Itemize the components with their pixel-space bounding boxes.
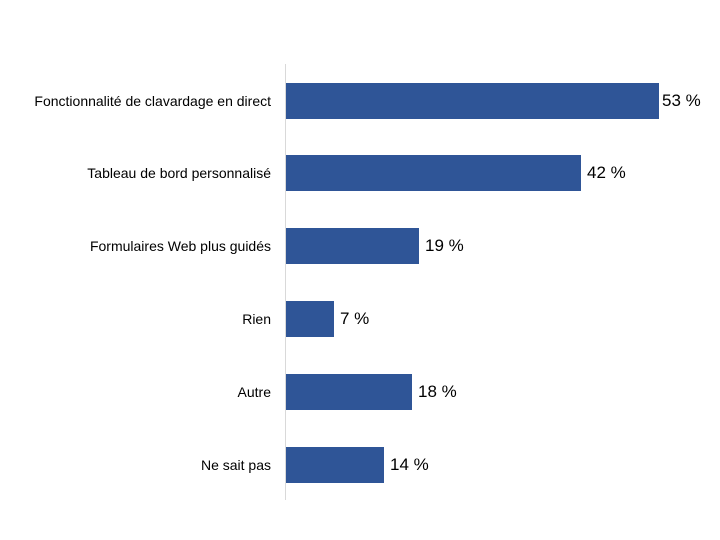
bar — [286, 301, 334, 337]
bar — [286, 83, 659, 119]
bar — [286, 447, 384, 483]
value-label: 19 % — [425, 236, 464, 255]
value-label: 18 % — [418, 382, 457, 401]
value-label: 14 % — [390, 455, 429, 474]
value-label: 53 % — [662, 91, 701, 110]
category-label: Ne sait pas — [200, 457, 271, 473]
bar-row: Fonctionnalité de clavardage en direct 5… — [0, 83, 720, 119]
bar — [286, 228, 419, 264]
category-label: Fonctionnalité de clavardage en direct — [34, 93, 271, 109]
category-label: Autre — [237, 384, 271, 400]
value-label: 7 % — [340, 309, 370, 328]
category-label: Rien — [242, 311, 271, 327]
bar-row: Tableau de bord personnalisé 42 % — [0, 155, 720, 191]
bar-row: Autre 18 % — [0, 374, 720, 410]
category-label: Tableau de bord personnalisé — [87, 165, 271, 181]
value-label: 42 % — [587, 163, 626, 182]
bar-row: Rien 7 % — [0, 301, 720, 337]
category-axis-line — [285, 64, 286, 500]
bar — [286, 374, 412, 410]
bar — [286, 155, 581, 191]
bar-row: Formulaires Web plus guidés 19 % — [0, 228, 720, 264]
category-label: Formulaires Web plus guidés — [89, 238, 271, 254]
bar-row: Ne sait pas 14 % — [0, 447, 720, 483]
